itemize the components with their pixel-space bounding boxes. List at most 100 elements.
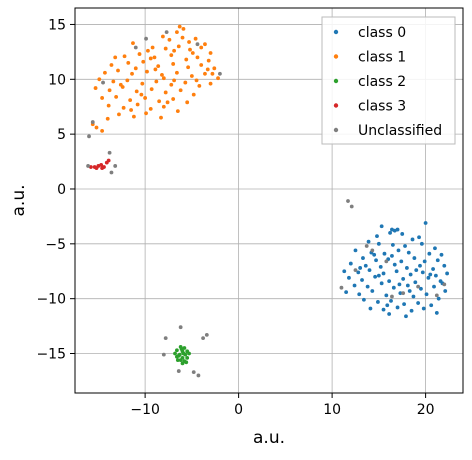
x-tick-label: 20 — [417, 402, 435, 418]
legend-marker — [333, 78, 339, 84]
data-point — [117, 112, 121, 117]
x-tick-label: 0 — [234, 402, 243, 418]
data-point — [94, 166, 99, 171]
data-point — [367, 268, 372, 273]
data-point — [376, 241, 381, 246]
data-point — [107, 88, 112, 93]
data-point — [87, 134, 91, 139]
data-point — [442, 282, 447, 287]
data-point — [116, 68, 120, 73]
data-point — [195, 55, 200, 60]
data-point — [144, 111, 148, 116]
data-point — [401, 291, 406, 296]
data-point — [197, 83, 202, 88]
data-point — [126, 60, 131, 65]
data-point — [107, 150, 112, 155]
data-point — [442, 263, 447, 268]
data-point — [339, 285, 344, 290]
data-point — [381, 307, 386, 312]
data-point — [133, 45, 138, 50]
data-point — [208, 51, 213, 55]
data-point — [132, 114, 136, 119]
data-point — [100, 128, 105, 133]
data-point — [358, 266, 363, 270]
data-point — [379, 224, 384, 229]
data-point — [218, 71, 222, 76]
data-point — [206, 58, 211, 63]
data-point — [394, 269, 399, 274]
data-point — [175, 348, 179, 353]
data-point — [373, 274, 378, 279]
data-point — [121, 105, 126, 110]
data-point — [378, 264, 383, 269]
y-tick-label: −5 — [45, 237, 66, 253]
legend-label: class 2 — [358, 74, 406, 90]
data-point — [139, 92, 144, 97]
data-point — [205, 67, 210, 72]
data-point — [181, 26, 186, 31]
legend-marker — [333, 29, 339, 35]
data-point — [114, 94, 119, 99]
data-point — [184, 360, 189, 365]
data-point — [148, 56, 153, 61]
data-point — [180, 35, 185, 40]
data-point — [185, 356, 190, 360]
data-point — [175, 109, 180, 114]
data-point — [94, 125, 99, 130]
data-point — [203, 42, 207, 47]
data-point — [390, 243, 395, 247]
data-point — [361, 256, 365, 260]
data-point — [161, 352, 166, 357]
data-point — [160, 34, 165, 39]
data-point — [167, 37, 172, 42]
data-point — [384, 259, 389, 264]
data-point — [163, 90, 168, 95]
data-point — [366, 239, 371, 244]
data-point — [212, 66, 217, 71]
data-point — [376, 300, 380, 304]
data-point — [199, 45, 204, 50]
data-point — [169, 82, 174, 87]
data-point — [408, 272, 413, 277]
data-point — [387, 312, 392, 316]
data-point — [176, 369, 181, 373]
data-point — [426, 275, 431, 280]
data-point — [178, 88, 183, 93]
data-point — [101, 80, 105, 85]
data-point — [445, 271, 450, 276]
data-point — [390, 294, 394, 299]
data-point — [150, 45, 155, 50]
series-class-0 — [342, 221, 450, 319]
data-point — [388, 230, 392, 235]
data-point — [194, 78, 199, 83]
legend-label: class 0 — [358, 25, 406, 41]
data-point — [176, 44, 181, 49]
y-tick-label: 5 — [57, 127, 66, 143]
data-point — [410, 237, 415, 242]
data-point — [156, 64, 161, 69]
data-point — [208, 81, 213, 86]
data-point — [385, 303, 390, 308]
data-point — [433, 246, 437, 251]
data-point — [395, 305, 400, 310]
data-point — [109, 170, 114, 175]
data-point — [131, 41, 135, 45]
data-point — [405, 283, 410, 288]
data-point — [161, 76, 166, 81]
data-point — [165, 100, 170, 105]
data-point — [432, 284, 436, 289]
data-point — [157, 99, 162, 104]
data-point — [405, 266, 409, 270]
data-point — [129, 108, 133, 112]
data-point — [145, 69, 149, 74]
data-point — [161, 104, 166, 109]
data-point — [391, 285, 396, 290]
data-point — [175, 30, 179, 35]
data-point — [392, 262, 397, 267]
data-point — [384, 293, 389, 298]
data-point — [216, 76, 220, 81]
data-point — [403, 244, 407, 248]
data-point — [187, 351, 191, 356]
data-point — [184, 57, 189, 62]
data-point — [144, 36, 148, 41]
